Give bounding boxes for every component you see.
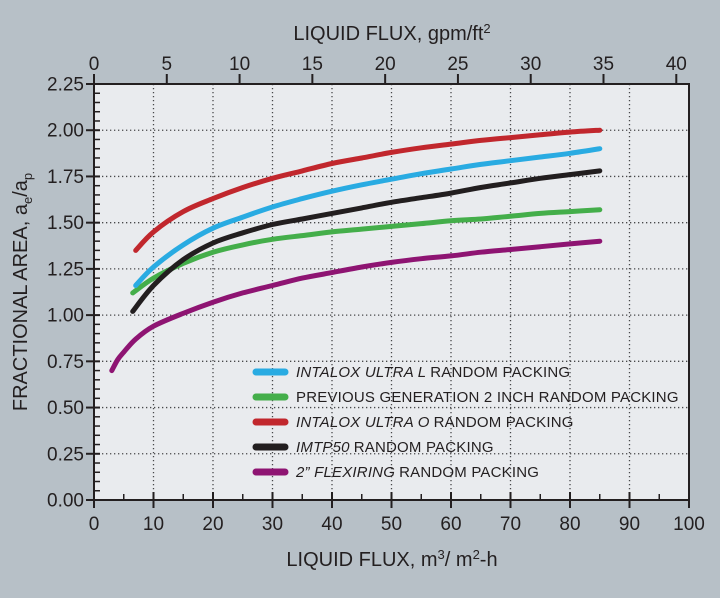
bottom-axis-tick-label: 100: [673, 514, 705, 535]
y-axis-tick-label: 2.00: [47, 121, 84, 142]
bottom-axis-tick-label: 90: [619, 514, 640, 535]
legend-label-rest: RANDOM PACKING: [430, 364, 570, 381]
y-axis-tick-label: 2.25: [47, 75, 84, 96]
bottom-axis-tick-label: 20: [202, 514, 223, 535]
grid-layer: [94, 84, 689, 500]
bottom-axis-tick-label: 60: [440, 514, 461, 535]
legend-label-rest: RANDOM PACKING: [434, 414, 574, 431]
y-axis-tick-label: 0.25: [47, 444, 84, 465]
top-axis-tick-label: 15: [302, 54, 323, 75]
y-axis-tick-label: 1.75: [47, 167, 84, 188]
legend-label-italic: 2” FLEXIRING: [295, 464, 395, 481]
legend-label: INTALOX ULTRA L RANDOM PACKING: [296, 364, 570, 381]
top-axis-tick-label: 0: [89, 54, 100, 75]
tick-label-layer: 0 5 10 15 20 25 30 35 40 0 10 20 30 40 50 60 70 80 90 100 0.…: [47, 54, 705, 535]
curve-imtp50: [130, 168, 603, 314]
tick-layer: [86, 74, 690, 508]
legend-item: 2” FLEXIRING RANDOM PACKING: [252, 464, 539, 481]
curve-intalox-ultra-o: [133, 127, 603, 253]
legend-label-rest: RANDOM PACKING: [354, 439, 494, 456]
bottom-axis-tick-label: 30: [262, 514, 283, 535]
legend-label: 2” FLEXIRING RANDOM PACKING: [295, 464, 539, 481]
y-axis-tick-label: 1.25: [47, 259, 84, 280]
bottom-axis-tick-label: 70: [500, 514, 521, 535]
top-axis-title: LIQUID FLUX, gpm/ft2: [293, 21, 490, 45]
legend-label-italic: INTALOX ULTRA L: [296, 364, 426, 381]
legend-item: IMTP50 RANDOM PACKING: [252, 439, 494, 456]
y-axis-tick-label: 0.50: [47, 398, 84, 419]
y-axis-tick-label: 1.00: [47, 306, 84, 327]
legend-item: INTALOX ULTRA O RANDOM PACKING: [252, 414, 574, 431]
bottom-axis-tick-label: 0: [89, 514, 100, 535]
y-axis-tick-label: 1.50: [47, 213, 84, 234]
bottom-axis-tick-label: 50: [381, 514, 402, 535]
top-axis-tick-label: 5: [161, 54, 172, 75]
curves-layer: [109, 127, 603, 374]
top-axis-tick-label: 30: [520, 54, 541, 75]
bottom-axis-title: LIQUID FLUX, m3/ m2-h: [286, 547, 497, 571]
legend-label: PREVIOUS GENERATION 2 INCH RANDOM PACKIN…: [296, 389, 679, 406]
legend-label: IMTP50 RANDOM PACKING: [296, 439, 494, 456]
curve-previous-generation-2-inch-random-packing: [130, 207, 603, 296]
y-axis-tick-label: 0.75: [47, 352, 84, 373]
bottom-axis-tick-label: 40: [321, 514, 342, 535]
top-axis-tick-label: 25: [447, 54, 468, 75]
top-axis-tick-label: 35: [593, 54, 614, 75]
bottom-axis-tick-label: 80: [559, 514, 580, 535]
top-axis-tick-label: 40: [666, 54, 687, 75]
y-axis-title: FRACTIONAL AREA, ae/ap: [10, 173, 35, 411]
top-axis-tick-label: 10: [229, 54, 250, 75]
bottom-axis-tick-label: 10: [143, 514, 164, 535]
legend-label-italic: IMTP50: [296, 439, 350, 456]
curve-intalox-ultra-l: [133, 146, 603, 288]
curve-2-flexiring: [109, 238, 603, 374]
top-axis-tick-label: 20: [375, 54, 396, 75]
legend-label-rest: RANDOM PACKING: [399, 464, 539, 481]
legend-item: INTALOX ULTRA L RANDOM PACKING: [252, 364, 570, 381]
y-axis-tick-label: 0.00: [47, 491, 84, 512]
legend-label-italic: INTALOX ULTRA O: [296, 414, 430, 431]
legend-item: PREVIOUS GENERATION 2 INCH RANDOM PACKIN…: [252, 389, 679, 406]
legend-label: INTALOX ULTRA O RANDOM PACKING: [296, 414, 574, 431]
